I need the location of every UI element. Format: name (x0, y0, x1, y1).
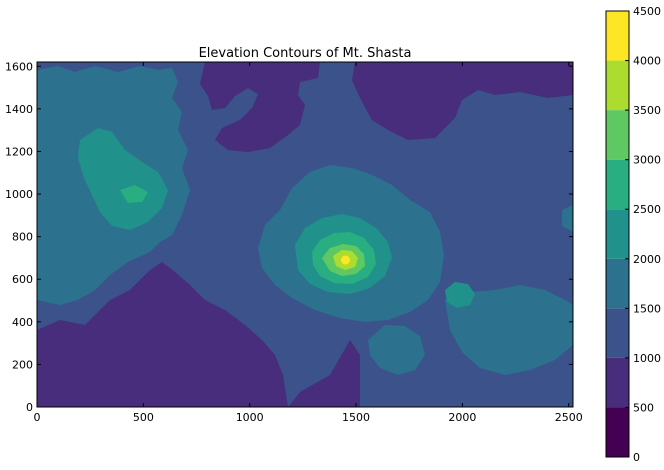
x-tick-label: 1500 (342, 411, 370, 424)
colorbar-tick-label: 3000 (633, 154, 661, 167)
colorbar-tick-label: 4500 (633, 5, 661, 18)
colorbar-segment (606, 159, 629, 210)
colorbar-tick-label: 0 (633, 451, 640, 464)
y-tick-label: 400 (12, 316, 33, 329)
colorbar-tick-label: 1500 (633, 302, 661, 315)
colorbar-segment (606, 209, 629, 259)
colorbar-segment (606, 258, 629, 309)
contour-band-500-1000-northeast (352, 62, 573, 140)
colorbar-frame (605, 10, 630, 458)
contour-band-1500-2000-southeast (445, 285, 573, 375)
colorbar-tick-label: 3500 (633, 104, 661, 117)
contour-band-1500-2000-south-lobe (368, 325, 425, 375)
colorbar-segment (606, 110, 629, 160)
y-tick-label: 1600 (5, 60, 33, 73)
y-axis: 0 200 400 600 800 1000 1200 1400 1600 (5, 60, 573, 414)
y-tick-label: 800 (12, 231, 33, 244)
contour-band-500-1000-south (288, 340, 360, 407)
contour-band-2000-2500-east-knoll (445, 282, 475, 308)
y-tick-label: 0 (26, 401, 33, 414)
y-tick-label: 1400 (5, 103, 33, 116)
y-tick-label: 1000 (5, 188, 33, 201)
x-tick-label: 1000 (236, 411, 264, 424)
colorbar-tick-label: 4000 (633, 55, 661, 68)
colorbar-segment (606, 11, 629, 61)
contour-band-500-1000-southwest (37, 262, 288, 407)
y-tick-label: 200 (12, 358, 33, 371)
x-tick-label: 0 (34, 411, 41, 424)
x-tick-label: 2500 (555, 411, 583, 424)
colorbar-segment (606, 60, 629, 111)
contour-band-2000-2500-west (78, 128, 168, 230)
x-tick-label: 500 (133, 411, 154, 424)
colorbar-tick-label: 2000 (633, 253, 661, 266)
colorbar-tick-label: 500 (633, 401, 654, 414)
contour-band-500-1000-north-channel (200, 62, 320, 152)
plot-frame (36, 61, 574, 408)
colorbar-tick-label: 2500 (633, 203, 661, 216)
summit-peak-marker (340, 255, 350, 265)
contour-fill-layer (37, 62, 573, 407)
contour-band-1500-2000-east-edge (562, 205, 573, 232)
y-tick-label: 600 (12, 273, 33, 286)
contour-band-2500-3000-west (120, 185, 148, 203)
x-axis: 0 500 1000 1500 2000 2500 (34, 62, 583, 424)
chart-title: Elevation Contours of Mt. Shasta (199, 46, 412, 61)
y-tick-label: 1200 (5, 145, 33, 158)
colorbar-tick-label: 1000 (633, 352, 661, 365)
colorbar-segment (606, 308, 629, 358)
colorbar-segment (606, 357, 629, 408)
x-tick-label: 2000 (448, 411, 476, 424)
colorbar-segment (606, 407, 629, 457)
colorbar: 0 500 1000 1500 2000 2500 3000 3500 4000 4500 (605, 5, 661, 464)
